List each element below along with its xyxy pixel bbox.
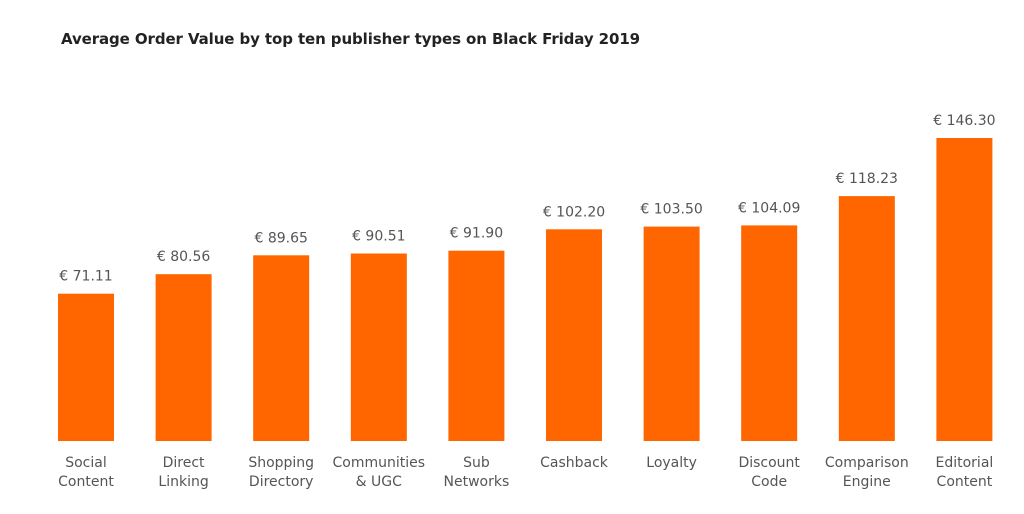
- category-label-line: Directory: [249, 474, 314, 490]
- bar-value-label: € 80.56: [157, 249, 211, 265]
- bar: [155, 274, 212, 441]
- bar-value-label: € 118.23: [836, 171, 898, 187]
- bar: [741, 225, 798, 441]
- category-label-line: Shopping: [248, 455, 314, 471]
- category-label: Communities & UGC: [333, 455, 426, 490]
- category-label-line: Networks: [444, 474, 510, 490]
- category-label-line: Content: [58, 474, 114, 490]
- category-label-line: & UGC: [356, 474, 402, 490]
- category-label: Direct Linking: [158, 455, 208, 490]
- category-label-line: Code: [751, 474, 787, 490]
- bar: [546, 229, 602, 441]
- bar-value-label: € 89.65: [254, 230, 307, 246]
- category-label-line: Communities: [333, 455, 426, 471]
- bar: [936, 138, 993, 441]
- bar: [253, 255, 310, 441]
- category-label: Shopping Directory: [248, 455, 314, 490]
- bar: [643, 226, 700, 441]
- category-label-line: Comparison: [825, 455, 909, 471]
- category-label: Loyalty: [646, 455, 697, 471]
- category-label: Cashback: [540, 455, 609, 471]
- category-label-line: Social: [65, 455, 107, 471]
- category-label-line: Linking: [158, 474, 208, 490]
- category-label-line: Engine: [843, 474, 891, 490]
- category-label: Comparison Engine: [825, 455, 909, 490]
- bar-value-label: € 91.90: [450, 226, 503, 242]
- category-label-line: Discount: [738, 455, 800, 471]
- bar-value-label: € 146.30: [933, 113, 995, 129]
- bar: [838, 196, 895, 441]
- bar-value-label: € 103.50: [640, 202, 702, 218]
- category-label-line: Sub: [463, 455, 490, 471]
- bar: [350, 253, 407, 441]
- category-label-line: Editorial: [936, 455, 994, 471]
- bar: [58, 293, 114, 441]
- category-label-line: Direct: [163, 455, 205, 471]
- category-label: Social Content: [58, 455, 114, 490]
- category-label: Discount Code: [738, 455, 800, 490]
- bar-value-label: € 71.11: [59, 269, 112, 285]
- bar-value-label: € 102.20: [543, 204, 605, 220]
- bar: [448, 250, 505, 441]
- category-label: Editorial Content: [936, 455, 994, 490]
- bar-value-label: € 104.09: [738, 200, 800, 216]
- category-label-line: Loyalty: [646, 455, 697, 471]
- category-label: Sub Networks: [444, 455, 510, 490]
- category-label-line: Cashback: [540, 455, 609, 471]
- chart-title: Average Order Value by top ten publisher…: [61, 30, 641, 48]
- category-label-line: Content: [937, 474, 993, 490]
- bar-value-label: € 90.51: [352, 229, 405, 245]
